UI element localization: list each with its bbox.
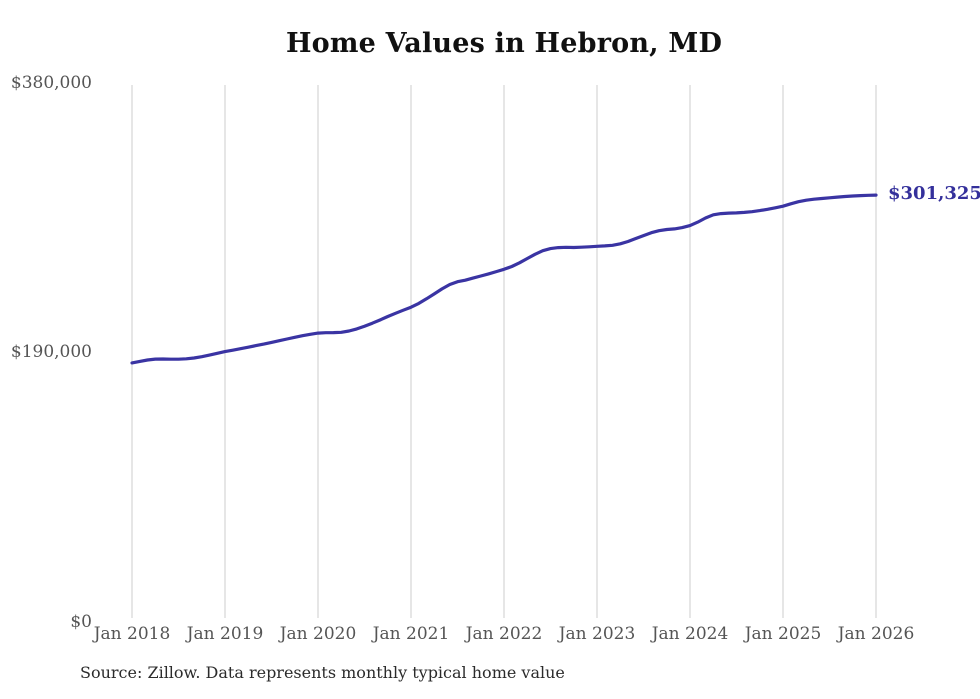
x-tick-label: Jan 2021 [372,624,450,644]
x-tick-label: Jan 2025 [744,624,822,644]
chart-title: Home Values in Hebron, MD [285,28,723,59]
y-tick-label: $0 [70,611,92,632]
latest-value-label: $301,325 [888,183,980,205]
y-tick-label: $380,000 [10,72,92,93]
x-tick-label: Jan 2022 [465,624,543,644]
x-tick-label: Jan 2020 [279,624,357,644]
x-tick-label: Jan 2018 [93,624,171,644]
x-tick-label: Jan 2019 [186,624,264,644]
home-value-series-line [130,193,878,365]
y-tick-label: $190,000 [10,342,92,362]
x-tick-label: Jan 2024 [651,624,729,644]
x-tick-label: Jan 2026 [837,624,915,644]
source-note: Source: Zillow. Data represents monthly … [80,663,565,682]
x-tick-label: Jan 2023 [558,624,636,644]
